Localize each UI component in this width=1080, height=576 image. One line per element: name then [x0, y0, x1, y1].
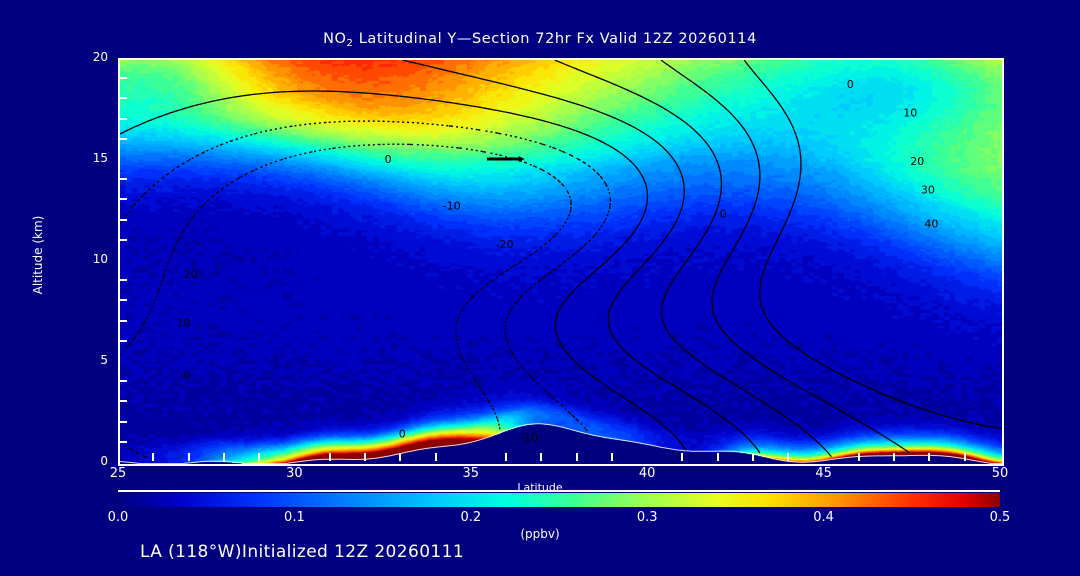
- x-minor-tick: [963, 453, 966, 461]
- y-minor-tick: [119, 400, 127, 403]
- contour-line-overlay: 0 10 20 0 -10 -20 0 0 10 20 30 40 -10 0: [120, 60, 1002, 461]
- x-minor-tick: [434, 453, 437, 461]
- contour-level--10: [120, 120, 612, 432]
- y-minor-tick: [119, 117, 127, 120]
- x-minor-tick: [928, 453, 931, 461]
- x-minor-tick: [222, 453, 225, 461]
- contour-label-6: 0: [720, 208, 727, 221]
- x-minor-tick: [575, 453, 578, 461]
- contour-level-30: [660, 60, 911, 454]
- x-minor-tick: [187, 453, 190, 461]
- y-minor-tick: [119, 178, 127, 181]
- y-tick-label-20: 20: [92, 50, 108, 64]
- y-axis-title: Altitude (km): [31, 215, 45, 295]
- contour-label-5: -20: [496, 238, 514, 251]
- contour-label-10: 30: [921, 183, 935, 196]
- x-minor-tick: [857, 453, 860, 461]
- y-minor-tick: [119, 77, 127, 80]
- x-minor-tick: [540, 453, 543, 461]
- y-minor-tick: [119, 218, 127, 221]
- chart-title: NO2 Latitudinal Y—Section 72hr Fx Valid …: [0, 31, 1080, 49]
- y-minor-tick: [119, 319, 127, 322]
- contour-label-0: 0: [184, 369, 191, 382]
- y-minor-tick: [119, 339, 127, 342]
- x-minor-tick: [752, 453, 755, 461]
- footer-caption: LA (118°W)Initialized 12Z 20260111: [140, 542, 465, 562]
- wind-arrow-icon: [486, 155, 525, 162]
- x-tick-label-25: 25: [109, 466, 127, 481]
- chart-title-species: NO: [323, 31, 347, 47]
- contour-label-8: 10: [903, 107, 917, 120]
- contour-level-20: [554, 60, 832, 458]
- colorbar-tick-5: 0.5: [989, 510, 1011, 525]
- x-minor-tick: [363, 453, 366, 461]
- colorbar-gradient: [118, 493, 1000, 507]
- contour-label-4: -10: [443, 199, 461, 212]
- chart-title-subscript: 2: [346, 38, 354, 49]
- colorbar-tick-0: 0.0: [107, 510, 129, 525]
- colorbar: [118, 490, 1000, 507]
- x-minor-tick: [258, 453, 261, 461]
- x-tick-label-45: 45: [815, 466, 832, 481]
- contour-fill-raster: [120, 60, 1002, 464]
- plot-canvas: 0 10 20 0 -10 -20 0 0 10 20 30 40 -10 0: [120, 60, 1002, 464]
- y-tick-label-5: 5: [100, 353, 108, 367]
- contour-label-1: 10: [177, 317, 191, 330]
- contour-level--20: [120, 143, 572, 461]
- contour-level-10: [402, 60, 761, 454]
- y-minor-tick: [119, 380, 127, 383]
- contour-label-2: 20: [184, 268, 198, 281]
- y-minor-tick: [119, 238, 127, 241]
- x-tick-label-50: 50: [991, 466, 1009, 481]
- x-minor-tick: [152, 453, 155, 461]
- x-minor-tick: [787, 453, 790, 461]
- chart-title-rest: Latitudinal Y—Section 72hr Fx Valid 12Z …: [353, 31, 757, 47]
- y-minor-tick: [119, 279, 127, 282]
- y-tick-label-15: 15: [92, 151, 108, 165]
- x-minor-tick: [716, 453, 719, 461]
- colorbar-tick-2: 0.2: [460, 510, 482, 525]
- colorbar-top-rule: [118, 490, 1000, 492]
- plot-area: 0 10 20 0 -10 -20 0 0 10 20 30 40 -10 0: [118, 58, 1004, 466]
- colorbar-tick-4: 0.4: [813, 510, 834, 525]
- terrain-outline: [120, 423, 1002, 464]
- x-minor-tick: [893, 453, 896, 461]
- y-minor-tick: [119, 420, 127, 423]
- y-minor-tick: [119, 299, 127, 302]
- y-tick-label-10: 10: [92, 252, 108, 266]
- y-tick-label-0: 0: [100, 454, 108, 468]
- contour-label-3: 0: [385, 153, 392, 166]
- contour-level-40: [743, 60, 1002, 430]
- x-minor-tick: [681, 453, 684, 461]
- colorbar-tick-3: 0.3: [636, 510, 658, 525]
- contour-label-12: -10: [520, 432, 538, 445]
- contour-level-0: [120, 90, 686, 450]
- contour-label-11: 40: [924, 218, 938, 231]
- x-minor-tick: [399, 453, 402, 461]
- x-minor-tick: [610, 453, 613, 461]
- x-minor-tick: [328, 453, 331, 461]
- contour-label-9: 20: [910, 155, 924, 168]
- contour-label-13: 0: [399, 428, 406, 441]
- colorbar-tick-1: 0.1: [284, 510, 305, 525]
- colorbar-unit-label: (ppbv): [520, 527, 560, 541]
- y-minor-tick: [119, 440, 127, 443]
- contour-label-7: 0: [847, 78, 854, 91]
- y-minor-tick: [119, 137, 127, 140]
- x-tick-label-30: 30: [286, 466, 303, 481]
- x-minor-tick: [505, 453, 508, 461]
- x-tick-label-35: 35: [462, 466, 480, 481]
- y-minor-tick: [119, 97, 127, 100]
- y-minor-tick: [119, 198, 127, 201]
- x-tick-label-40: 40: [638, 466, 656, 481]
